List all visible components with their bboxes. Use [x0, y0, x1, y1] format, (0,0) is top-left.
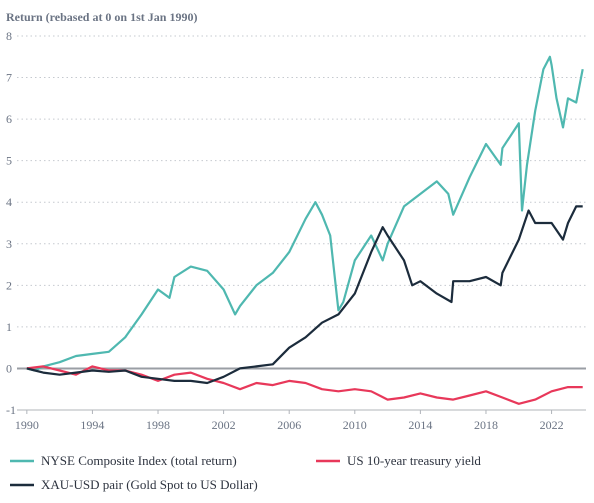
y-tick-label: 8	[6, 29, 12, 43]
legend-label: XAU-USD pair (Gold Spot to US Dollar)	[41, 477, 258, 492]
x-tick-label: 1998	[146, 418, 170, 432]
y-tick-label: -1	[6, 403, 16, 417]
axes: -1 0 1 2 3 4 5 6 7 8 1990 1994 1998 2002 2006 2010 2014 2…	[6, 29, 586, 432]
y-tick-label: 4	[6, 195, 12, 209]
y-tick-label: 6	[6, 112, 12, 126]
series-line	[26, 55, 584, 372]
legend-label: US 10-year treasury yield	[347, 453, 481, 468]
y-tick-label: 0	[6, 361, 12, 375]
x-tick-label: 2022	[540, 418, 564, 432]
y-tick-label: 3	[6, 237, 12, 251]
y-tick-label: 5	[6, 154, 12, 168]
x-tick-label: 1994	[80, 418, 104, 432]
chart-title: Return (rebased at 0 on 1st Jan 1990)	[6, 10, 197, 24]
x-tick-label: 2018	[474, 418, 498, 432]
x-tick-label: 2010	[343, 418, 367, 432]
series-line	[26, 205, 583, 385]
grid-lines	[17, 35, 586, 328]
x-tick-label: 2006	[277, 418, 301, 432]
legend: NYSE Composite Index (total return) US 10…	[10, 453, 481, 492]
y-tick-label: 2	[6, 278, 12, 292]
y-tick-label: 7	[6, 71, 12, 85]
x-tick-label: 1990	[15, 418, 39, 432]
legend-label: NYSE Composite Index (total return)	[41, 453, 237, 468]
y-tick-label: 1	[6, 320, 12, 334]
x-tick-label: 2014	[408, 418, 432, 432]
series-lines	[26, 55, 584, 405]
x-tick-label: 2002	[212, 418, 236, 432]
